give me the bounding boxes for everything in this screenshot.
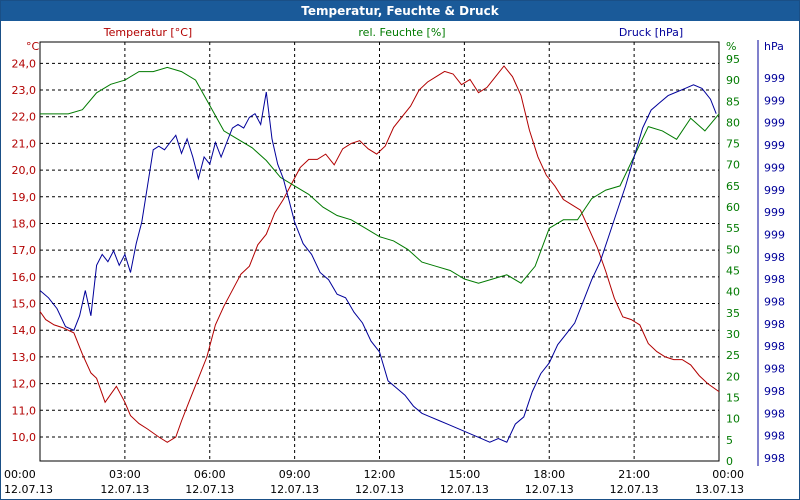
pressure-tick-label: 998 — [764, 273, 785, 286]
temp-tick-label: 22,0 — [12, 111, 37, 124]
pressure-tick-label: 998 — [764, 430, 785, 443]
temp-tick-label: 19,0 — [12, 191, 37, 204]
chart-title: Temperatur, Feuchte & Druck — [1, 1, 799, 21]
x-tick-time: 09:00 — [279, 468, 311, 481]
x-tick-time: 18:00 — [533, 468, 565, 481]
humidity-tick-label: 5 — [726, 434, 733, 447]
x-tick-time: 12:00 — [364, 468, 396, 481]
x-tick-time: 06:00 — [194, 468, 226, 481]
pressure-tick-label: 998 — [764, 363, 785, 376]
x-tick-date: 12.07.13 — [525, 483, 574, 496]
x-tick-time: 15:00 — [449, 468, 481, 481]
humidity-tick-label: 45 — [726, 265, 740, 278]
pressure-tick-label: 999 — [764, 72, 785, 85]
pressure-tick-label: 998 — [764, 340, 785, 353]
temp-tick-label: 24,0 — [12, 57, 37, 70]
series-line-temperature — [39, 65, 720, 443]
series-lines — [39, 65, 720, 443]
humidity-tick-label: 35 — [726, 307, 740, 320]
x-tick-date: 12.07.13 — [100, 483, 149, 496]
humidity-tick-label: 65 — [726, 180, 740, 193]
humidity-tick-label: 30 — [726, 328, 740, 341]
temp-tick-label: 14,0 — [12, 324, 37, 337]
pressure-tick-label: 999 — [764, 206, 785, 219]
humidity-unit-label: % — [726, 40, 736, 53]
humidity-tick-label: 0 — [726, 455, 733, 468]
pressure-tick-label: 998 — [764, 407, 785, 420]
humidity-tick-label: 15 — [726, 392, 740, 405]
temp-tick-label: 13,0 — [12, 351, 37, 364]
temp-tick-label: 20,0 — [12, 164, 37, 177]
x-tick-date: 12.07.13 — [185, 483, 234, 496]
humidity-tick-label: 75 — [726, 138, 740, 151]
pressure-tick-label: 998 — [764, 452, 785, 465]
humidity-tick-label: 25 — [726, 349, 740, 362]
pressure-tick-label: 999 — [764, 184, 785, 197]
x-tick-time: 00:00 — [4, 468, 36, 481]
temp-tick-label: 10,0 — [12, 431, 37, 444]
pressure-tick-label: 999 — [764, 161, 785, 174]
temp-tick-label: 23,0 — [12, 84, 37, 97]
x-tick-date: 12.07.13 — [270, 483, 319, 496]
humidity-tick-label: 90 — [726, 74, 740, 87]
pressure-tick-label: 999 — [764, 228, 785, 241]
humidity-tick-label: 70 — [726, 159, 740, 172]
humidity-tick-label: 95 — [726, 53, 740, 66]
humidity-tick-label: 60 — [726, 201, 740, 214]
temp-tick-label: 16,0 — [12, 271, 37, 284]
series-line-pressure — [39, 84, 717, 443]
temp-unit-label: °C — [26, 40, 40, 53]
humidity-tick-label: 80 — [726, 116, 740, 129]
x-tick-date: 13.07.13 — [695, 483, 744, 496]
legend-pressure: Druck [hPa] — [619, 26, 683, 39]
x-tick-date: 12.07.13 — [355, 483, 404, 496]
temp-tick-label: 18,0 — [12, 217, 37, 230]
pressure-tick-label: 999 — [764, 94, 785, 107]
x-tick-time: 03:00 — [109, 468, 141, 481]
humidity-tick-label: 85 — [726, 95, 740, 108]
temp-tick-label: 15,0 — [12, 298, 37, 311]
pressure-unit-label: hPa — [764, 40, 784, 53]
x-tick-time: 21:00 — [618, 468, 650, 481]
pressure-tick-label: 998 — [764, 385, 785, 398]
axis-labels: 24,0 23,0 22,0 21,0 20,0 19,0 18,0 17,0 16,0 15,0… — [4, 26, 785, 496]
humidity-tick-label: 40 — [726, 286, 740, 299]
temp-tick-label: 17,0 — [12, 244, 37, 257]
humidity-tick-label: 55 — [726, 222, 740, 235]
pressure-tick-label: 999 — [764, 139, 785, 152]
x-tick-date: 12.07.13 — [4, 483, 53, 496]
x-tick-date: 12.07.13 — [610, 483, 659, 496]
humidity-tick-label: 10 — [726, 413, 740, 426]
pressure-tick-label: 998 — [764, 318, 785, 331]
temp-tick-label: 12,0 — [12, 378, 37, 391]
legend-humidity: rel. Feuchte [%] — [358, 26, 445, 39]
temp-tick-label: 21,0 — [12, 137, 37, 150]
pressure-tick-label: 998 — [764, 251, 785, 264]
gridlines — [40, 42, 719, 461]
temp-tick-label: 11,0 — [12, 404, 37, 417]
x-tick-time: 00:00 — [712, 468, 744, 481]
pressure-tick-label: 998 — [764, 296, 785, 309]
series-line-humidity — [40, 66, 720, 284]
legend-temperature: Temperatur [°C] — [103, 26, 192, 39]
pressure-tick-label: 999 — [764, 117, 785, 130]
humidity-tick-label: 20 — [726, 370, 740, 383]
x-tick-date: 12.07.13 — [440, 483, 489, 496]
humidity-tick-label: 50 — [726, 243, 740, 256]
